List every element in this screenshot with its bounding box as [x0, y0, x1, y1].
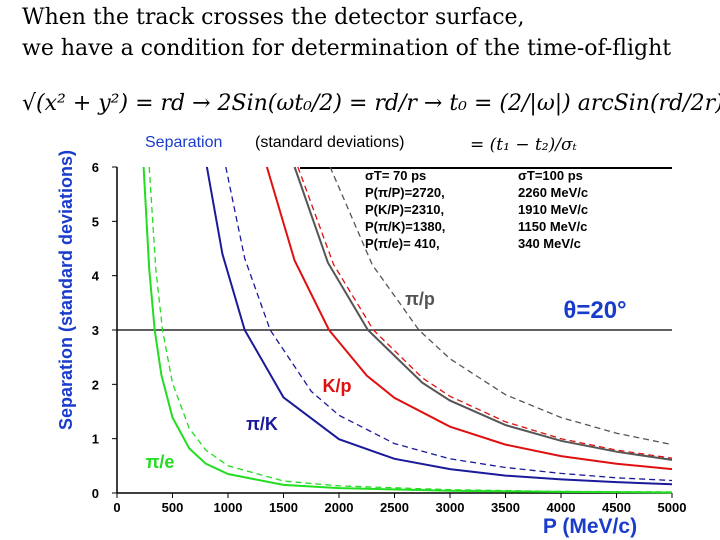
- x-tick-label: 500: [162, 500, 184, 515]
- subtitle-formula: = (t₁ − t₂)/σₜ: [470, 135, 578, 155]
- curve: [142, 166, 673, 494]
- x-tick-label: 4500: [602, 500, 631, 515]
- angle-annotation: θ=20°: [563, 297, 626, 324]
- subtitle-term: Separation: [145, 134, 222, 151]
- x-tick-label: 2000: [325, 500, 354, 515]
- legend-header: σT=100 ps: [518, 168, 583, 183]
- legend-cell: P(π/e)= 410,: [365, 236, 440, 251]
- x-axis-label: P (MeV/c): [543, 515, 637, 538]
- x-tick-label: 2500: [380, 500, 409, 515]
- y-tick-label: 2: [92, 377, 99, 392]
- dashed-curve: [225, 166, 673, 482]
- dashed-curve: [297, 166, 673, 459]
- y-tick-label: 0: [92, 486, 99, 501]
- y-axis-label: Separation (standard deviations): [56, 150, 76, 430]
- formula: √(x² + y²) = rd → 2Sin(ωt₀/2) = rd/r → t…: [22, 91, 720, 116]
- header-line: we have a condition for determination of…: [22, 36, 671, 61]
- legend-cell: 340 MeV/c: [518, 236, 581, 251]
- y-tick-label: 5: [92, 214, 99, 229]
- x-tick-label: 1500: [269, 500, 298, 515]
- legend-cell: P(π/P)=2720,: [365, 185, 445, 200]
- x-tick-label: 4000: [547, 500, 576, 515]
- y-tick-label: 3: [92, 323, 99, 338]
- legend-header: σT= 70 ps: [365, 168, 426, 183]
- x-tick-label: 1000: [214, 500, 243, 515]
- x-tick-label: 3000: [436, 500, 465, 515]
- y-tick-label: 1: [92, 432, 99, 447]
- header-line: When the track crosses the detector surf…: [22, 5, 525, 30]
- curve-label: π/e: [146, 452, 175, 472]
- dashed-curve: [329, 166, 673, 446]
- y-tick-label: 6: [92, 160, 99, 175]
- legend-cell: 2260 MeV/c: [518, 185, 588, 200]
- x-tick-label: 3500: [491, 500, 520, 515]
- y-tick-label: 4: [92, 269, 100, 284]
- curve: [205, 166, 673, 486]
- curve-label: K/p: [323, 376, 352, 396]
- curve-label: π/p: [405, 289, 435, 309]
- curve: [265, 166, 673, 471]
- x-tick-label: 5000: [658, 500, 687, 515]
- curve-label: π/K: [246, 414, 278, 434]
- dashed-curve: [148, 166, 673, 493]
- legend-cell: P(K/P)=2310,: [365, 202, 444, 217]
- curve: [293, 166, 673, 461]
- subtitle-rest: (standard deviations): [255, 134, 404, 151]
- x-tick-label: 0: [113, 500, 120, 515]
- legend-cell: 1150 MeV/c: [518, 219, 587, 234]
- legend-cell: 1910 MeV/c: [518, 202, 588, 217]
- legend-cell: P(π/K)=1380,: [365, 219, 445, 234]
